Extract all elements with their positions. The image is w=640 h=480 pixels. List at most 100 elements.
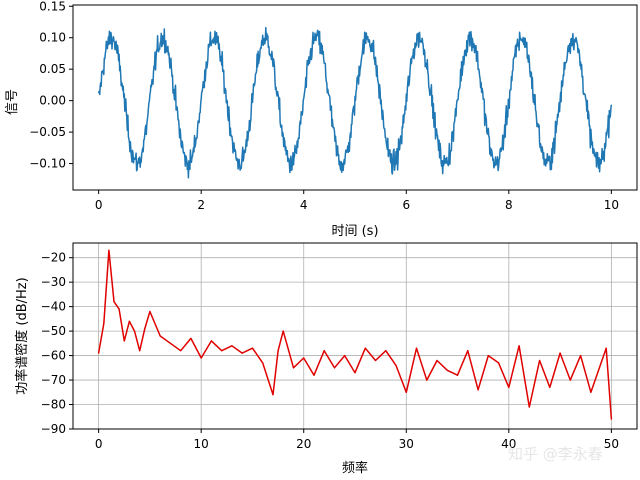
psd-point bbox=[477, 389, 479, 391]
ax2-y-tick-label: −30 bbox=[41, 275, 66, 289]
signal-chart-y-ticks: −0.10 −0.05 0.00 0.05 0.10 0.15 bbox=[29, 0, 73, 171]
psd-point bbox=[426, 379, 428, 381]
psd-chart-x-axis-label: 频率 bbox=[342, 460, 368, 476]
ax2-y-tick-label: −70 bbox=[41, 373, 66, 387]
psd-point bbox=[118, 308, 120, 310]
ax1-y-tick-label: −0.10 bbox=[29, 157, 66, 171]
ax1-y-tick-label: 0.05 bbox=[39, 62, 66, 76]
psd-point bbox=[487, 354, 489, 357]
ax1-x-tick-label: 8 bbox=[505, 198, 513, 212]
ax2-y-tick-label: −80 bbox=[41, 398, 66, 412]
signal-chart-x-axis-label: 时间 (s) bbox=[331, 224, 378, 239]
ax2-x-tick-label: 10 bbox=[194, 437, 209, 451]
psd-point bbox=[605, 347, 607, 349]
psd-point bbox=[528, 406, 530, 408]
ax2-x-tick-label: 40 bbox=[501, 437, 516, 451]
psd-point bbox=[123, 340, 125, 342]
psd-chart-y-axis-label: 功率谱密度 (dB/Hz) bbox=[14, 277, 30, 394]
psd-point bbox=[559, 352, 561, 354]
psd-point bbox=[98, 352, 100, 354]
psd-point bbox=[374, 359, 377, 362]
psd-point bbox=[159, 335, 161, 337]
psd-series-line bbox=[97, 249, 613, 420]
signal-chart: −0.10 −0.05 0.00 0.05 0.10 0.15 0 2 4 6 8 10 时间 (s… bbox=[5, 0, 638, 239]
ax2-x-tick-label: 20 bbox=[296, 437, 311, 451]
psd-point bbox=[139, 350, 141, 352]
ax1-y-tick-label: 0.00 bbox=[39, 94, 66, 108]
psd-chart-x-ticks: 0 10 20 30 40 50 bbox=[95, 429, 619, 451]
psd-point bbox=[169, 342, 172, 344]
psd-point bbox=[180, 350, 182, 352]
ax2-y-tick-label: −50 bbox=[41, 324, 66, 338]
psd-point bbox=[580, 354, 582, 357]
watermark-text: 知乎 @李永春 bbox=[508, 445, 603, 463]
psd-point bbox=[144, 328, 146, 330]
ax2-x-tick-label: 30 bbox=[399, 437, 414, 451]
psd-point bbox=[190, 337, 192, 340]
ax2-y-tick-label: −20 bbox=[41, 251, 66, 265]
signal-chart-frame bbox=[72, 4, 638, 191]
ax1-x-tick-label: 0 bbox=[95, 198, 103, 212]
psd-point bbox=[354, 372, 356, 374]
psd-point bbox=[344, 354, 346, 357]
psd-point bbox=[128, 320, 130, 322]
psd-chart-grid bbox=[73, 243, 637, 430]
ax2-y-tick-label: −60 bbox=[41, 349, 66, 363]
psd-point bbox=[415, 347, 418, 349]
psd-point bbox=[303, 357, 305, 359]
ax1-y-tick-label: −0.05 bbox=[29, 125, 66, 139]
psd-point bbox=[231, 345, 233, 347]
ax1-x-tick-label: 4 bbox=[300, 198, 308, 212]
psd-point bbox=[590, 391, 592, 393]
psd-point bbox=[538, 359, 541, 362]
signal-series-line bbox=[97, 26, 613, 179]
psd-point bbox=[277, 350, 279, 352]
psd-points bbox=[98, 249, 612, 420]
psd-point bbox=[549, 386, 551, 388]
ax2-y-tick-label: −40 bbox=[41, 300, 66, 314]
psd-point bbox=[395, 364, 397, 366]
signal-chart-x-ticks: 0 2 4 6 8 10 bbox=[95, 190, 619, 212]
psd-point bbox=[610, 418, 612, 420]
psd-point bbox=[221, 350, 223, 352]
ax1-y-tick-label: 0.15 bbox=[39, 0, 66, 13]
psd-point bbox=[333, 367, 336, 369]
psd-chart-frame bbox=[72, 242, 638, 430]
ax2-x-tick-label: 50 bbox=[604, 437, 619, 451]
psd-point bbox=[313, 374, 315, 376]
psd-point bbox=[405, 391, 407, 393]
psd-point bbox=[569, 379, 571, 381]
psd-point bbox=[436, 359, 438, 362]
psd-point bbox=[456, 374, 459, 376]
psd-point bbox=[272, 394, 274, 396]
psd-point bbox=[149, 310, 151, 313]
psd-point bbox=[518, 345, 520, 347]
ax1-x-tick-label: 10 bbox=[604, 198, 619, 212]
psd-point bbox=[103, 323, 105, 325]
psd-point bbox=[364, 347, 366, 349]
psd-chart-y-ticks: −90 −80 −70 −60 −50 −40 −30 −20 bbox=[41, 251, 73, 436]
psd-chart: −90−80−70−60−50−40−30−20 0 10 20 30 40 50 频率 … bbox=[14, 242, 638, 476]
ax2-x-tick-label: 0 bbox=[95, 437, 103, 451]
psd-point bbox=[262, 362, 264, 364]
psd-point bbox=[200, 357, 202, 359]
ax2-y-tick-label: −90 bbox=[41, 422, 66, 436]
psd-point bbox=[446, 369, 448, 371]
psd-point bbox=[282, 330, 284, 332]
ax1-x-tick-label: 2 bbox=[197, 198, 205, 212]
psd-point bbox=[241, 352, 243, 354]
psd-point bbox=[210, 340, 213, 342]
psd-point bbox=[508, 386, 510, 388]
ax1-y-tick-label: 0.10 bbox=[39, 31, 66, 45]
psd-point bbox=[251, 347, 254, 349]
psd-point bbox=[113, 301, 115, 303]
ax1-x-tick-label: 6 bbox=[402, 198, 410, 212]
psd-point bbox=[323, 350, 325, 352]
signal-chart-y-axis-label: 信号 bbox=[5, 89, 20, 115]
psd-point bbox=[467, 350, 469, 352]
psd-point bbox=[292, 367, 295, 369]
psd-point bbox=[600, 362, 602, 364]
psd-point bbox=[133, 330, 136, 332]
psd-point bbox=[497, 362, 500, 364]
